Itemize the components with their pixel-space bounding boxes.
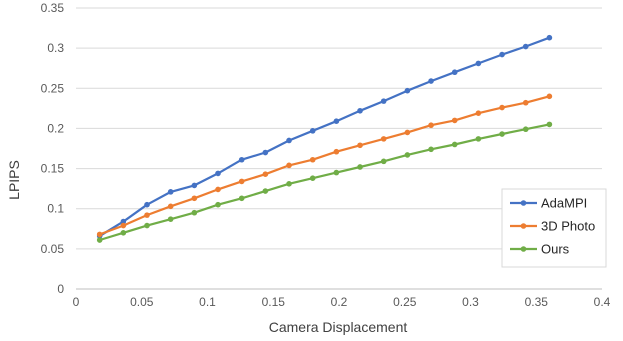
legend-label: 3D Photo [541,219,595,234]
data-point [428,146,434,153]
y-tick-label: 0 [57,282,64,296]
data-point [499,104,505,111]
data-point [120,222,127,229]
series-lines [96,34,553,243]
legend-item: 3D Photo [510,219,595,234]
data-point [215,201,221,208]
legend-item: Ours [510,242,570,257]
data-point [499,51,505,58]
data-point [404,129,411,136]
x-tick-label: 0.15 [262,295,286,309]
data-point [262,171,269,177]
data-point [286,162,292,169]
data-point [357,107,363,114]
series-1 [96,93,553,238]
data-point [286,137,292,144]
data-point [475,136,482,142]
data-point [309,175,316,182]
legend-swatch-marker [520,246,527,252]
y-tick-label: 0.3 [47,41,64,55]
data-point [309,156,316,163]
data-point [451,69,458,76]
series-2 [96,121,553,243]
data-point [499,131,505,137]
y-tick-labels: 0 0.05 0.1 0.15 0.2 0.25 0.3 0.35 [41,1,65,296]
data-point [215,186,221,193]
data-point [96,237,103,243]
data-point [191,195,198,202]
data-point [262,188,269,194]
data-point [191,209,198,216]
legend: AdaMPI 3D Photo Ours [501,188,607,268]
data-point [333,169,340,176]
data-point [144,222,150,229]
data-point [167,216,174,222]
data-point [522,99,529,106]
y-tick-label: 0.35 [41,1,65,15]
x-axis-label: Camera Displacement [269,319,408,335]
data-point [167,189,174,195]
data-point [191,182,198,189]
data-point [333,118,340,125]
data-point [357,142,363,149]
data-point [475,60,482,67]
x-tick-label: 0 [73,295,80,309]
data-point [144,212,150,218]
data-point [546,121,553,128]
x-tick-label: 0.1 [199,295,216,309]
series-line [99,95,550,236]
data-point [238,178,245,185]
data-point [380,158,387,165]
legend-label: AdaMPI [541,196,587,211]
legend-swatch-marker [520,200,527,206]
data-point [428,122,434,129]
data-point [380,136,387,142]
legend-label: Ours [541,242,570,257]
data-point [333,148,340,155]
data-point [262,149,269,156]
data-point [380,98,387,104]
y-tick-label: 0.15 [41,162,65,176]
data-point [309,128,316,134]
data-point [286,181,292,187]
data-point [120,218,127,225]
data-point [522,43,529,50]
data-point [546,93,553,100]
data-point [546,34,553,41]
y-tick-label: 0.1 [47,202,64,216]
y-tick-label: 0.05 [41,242,65,256]
series-line [99,123,550,242]
data-point [167,203,174,210]
x-tick-label: 0.25 [393,295,417,309]
data-point [120,230,127,236]
y-tick-label: 0.2 [47,121,64,135]
legend-swatch-marker [520,223,527,229]
legend-item: AdaMPI [510,196,587,211]
data-point [96,231,103,238]
x-tick-label: 0.3 [462,295,479,309]
data-point [522,126,529,133]
x-tick-labels: 0 0.05 0.1 0.15 0.2 0.25 0.3 0.35 0.4 [73,295,611,309]
x-tick-label: 0.4 [594,295,611,309]
data-point [238,195,245,202]
data-point [475,110,482,116]
series-line [99,36,550,237]
x-tick-label: 0.05 [130,295,154,309]
x-tick-label: 0.35 [525,295,549,309]
data-point [215,170,221,177]
data-point [238,156,245,163]
data-point [451,117,458,124]
x-tick-label: 0.2 [331,295,348,309]
data-point [404,87,411,94]
data-point [428,78,434,84]
data-point [144,201,150,208]
data-point [357,164,363,170]
data-point [404,152,411,158]
series-0 [96,34,553,239]
y-axis-label: LPIPS [6,160,22,200]
y-tick-label: 0.25 [41,81,65,95]
data-point [451,141,458,148]
